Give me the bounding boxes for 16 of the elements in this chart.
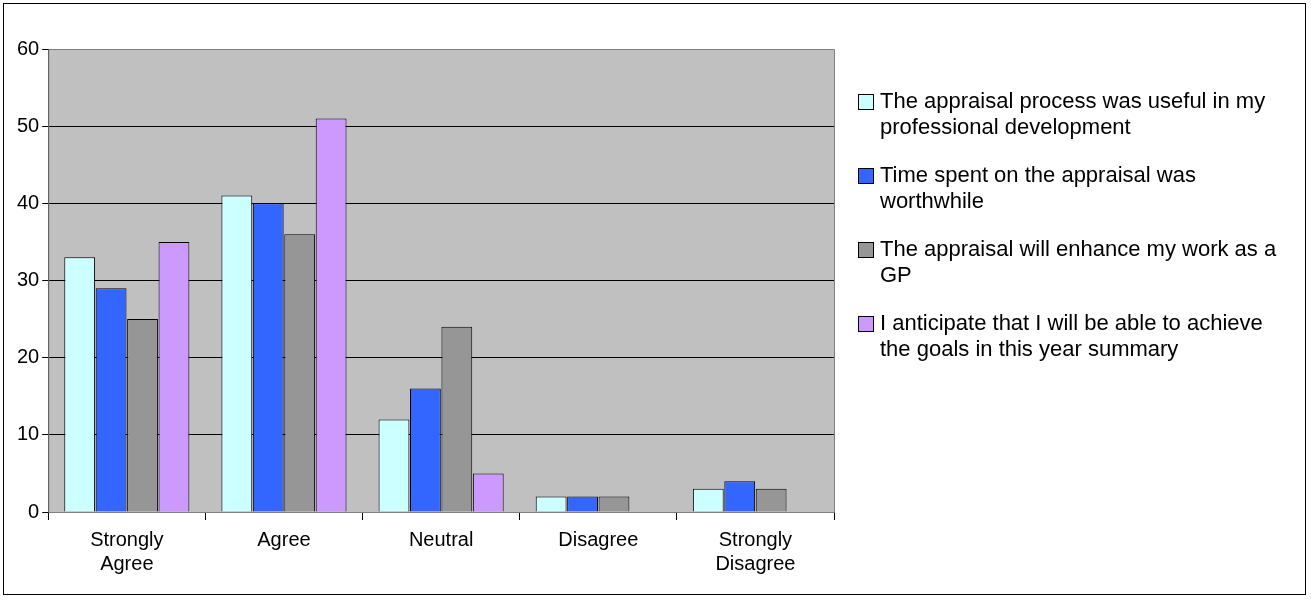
x-tick-label: Disagree — [558, 527, 639, 550]
x-tick-label: Agree — [257, 527, 311, 550]
y-tick-label: 30 — [17, 268, 40, 291]
legend-label: I anticipate that I will be able to achieve the goals in this year summary — [880, 310, 1264, 362]
y-tick-label: 60 — [17, 36, 40, 59]
x-tick-label: Strongly Agree — [90, 527, 164, 574]
y-tick-label: 10 — [17, 422, 40, 445]
legend-label: The appraisal will enhance my work as a GP — [880, 236, 1278, 288]
x-tick-label: Strongly Disagree — [715, 527, 796, 574]
y-tick-label: 20 — [17, 345, 40, 368]
y-tick-label: 40 — [17, 190, 40, 213]
y-tick-label: 50 — [17, 113, 40, 136]
legend-label: The appraisal process was useful in my professional development — [880, 88, 1267, 140]
x-tick-label: Neutral — [408, 527, 474, 550]
legend-label: Time spent on the appraisal was worthwhile — [880, 162, 1197, 214]
y-tick-label: 0 — [28, 499, 40, 522]
